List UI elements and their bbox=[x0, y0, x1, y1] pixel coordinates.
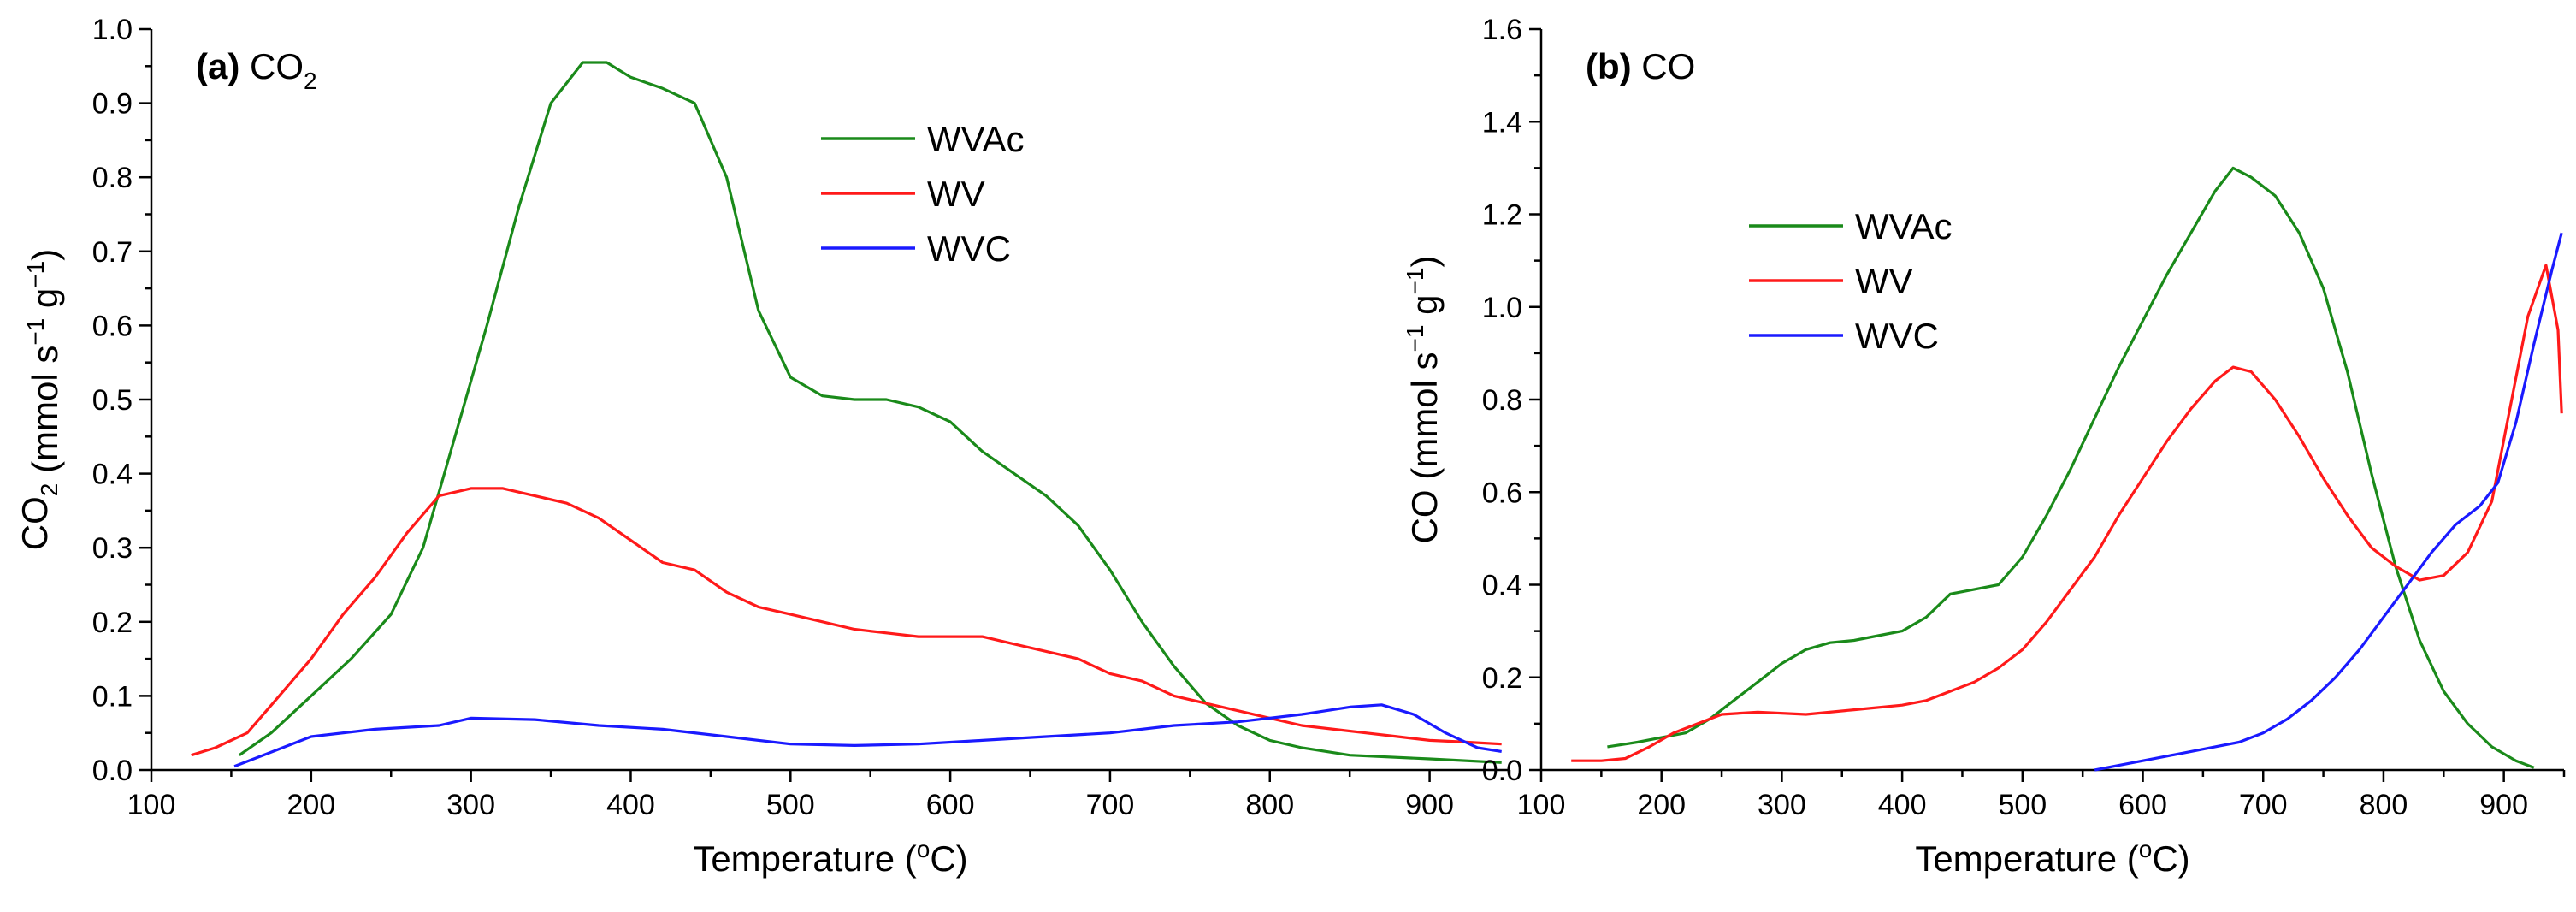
x-tick-label: 600 bbox=[2118, 789, 2167, 821]
x-tick-label: 500 bbox=[766, 789, 815, 821]
x-tick-label: 500 bbox=[1998, 789, 2047, 821]
y-axis-title: CO2 (mmol s−1 g−1) bbox=[15, 249, 65, 550]
series-line-wvac bbox=[1607, 166, 2535, 769]
x-tick-label: 300 bbox=[446, 789, 495, 821]
series-line-wv bbox=[191, 487, 1502, 757]
legend-label-wvc: WVC bbox=[927, 228, 1011, 269]
y-tick-label: 1.6 bbox=[1482, 14, 1522, 46]
y-axis-title: CO (mmol s−1 g−1) bbox=[1402, 256, 1445, 544]
x-tick-label: 400 bbox=[606, 789, 655, 821]
y-tick-label: 0.5 bbox=[92, 384, 133, 417]
legend-label-wv: WV bbox=[1855, 261, 1913, 301]
x-tick-label: 800 bbox=[1245, 789, 1294, 821]
series-line-wvac bbox=[238, 61, 1502, 764]
y-tick-label: 0.6 bbox=[92, 310, 133, 342]
x-tick-label: 100 bbox=[1517, 789, 1566, 821]
y-tick-label: 0.8 bbox=[1482, 384, 1522, 417]
y-tick-label: 0.1 bbox=[92, 680, 133, 713]
y-tick-label: 0.2 bbox=[92, 607, 133, 639]
x-tick-label: 900 bbox=[1405, 789, 1454, 821]
panel-a-co2: 100 200 300 400 500 600 700 800 900 0.0 0.1 0.2 0.3 0… bbox=[15, 14, 1511, 879]
y-tick-label: 0.0 bbox=[1482, 755, 1522, 787]
x-tick-label: 700 bbox=[1086, 789, 1135, 821]
y-tick-label: 1.0 bbox=[92, 14, 133, 46]
x-tick-label: 200 bbox=[1637, 789, 1686, 821]
y-tick-label: 0.7 bbox=[92, 236, 133, 269]
legend-label-wvac: WVAc bbox=[1855, 206, 1953, 246]
panel-title: (a) CO2 bbox=[196, 46, 317, 94]
y-tick-label: 0.6 bbox=[1482, 477, 1522, 509]
y-tick-label: 0.0 bbox=[92, 755, 133, 787]
panel-b-co: 100 200 300 400 500 600 700 800 900 0.0 0.2 0.4 0.6 0… bbox=[1402, 14, 2566, 879]
x-tick-label: 800 bbox=[2360, 789, 2408, 821]
y-tick-label: 0.4 bbox=[92, 459, 133, 491]
legend-label-wv: WV bbox=[927, 174, 985, 214]
x-tick-label: 100 bbox=[127, 789, 176, 821]
y-tick-label: 1.4 bbox=[1482, 106, 1522, 139]
y-tick-label: 0.2 bbox=[1482, 662, 1522, 695]
x-tick-label: 600 bbox=[926, 789, 975, 821]
series-line-wv bbox=[1571, 264, 2563, 762]
y-tick-label: 1.2 bbox=[1482, 199, 1522, 232]
y-tick-label: 0.8 bbox=[92, 162, 133, 194]
x-tick-label: 400 bbox=[1878, 789, 1927, 821]
legend-label-wvac: WVAc bbox=[927, 119, 1025, 159]
legend-label-wvc: WVC bbox=[1855, 316, 1939, 356]
x-tick-label: 700 bbox=[2239, 789, 2288, 821]
x-axis-title: Temperature (oC) bbox=[693, 836, 967, 879]
panel-title: (b) CO bbox=[1586, 46, 1695, 86]
series-line-wvc bbox=[233, 703, 1502, 768]
x-axis-title: Temperature (oC) bbox=[1915, 836, 2189, 879]
x-tick-label: 300 bbox=[1758, 789, 1806, 821]
y-tick-label: 0.3 bbox=[92, 532, 133, 565]
y-tick-label: 1.0 bbox=[1482, 292, 1522, 324]
x-tick-label: 900 bbox=[2479, 789, 2528, 821]
y-tick-label: 0.9 bbox=[92, 88, 133, 121]
series-line-wvc bbox=[2094, 232, 2563, 772]
x-tick-label: 200 bbox=[287, 789, 335, 821]
y-tick-label: 0.4 bbox=[1482, 570, 1522, 602]
